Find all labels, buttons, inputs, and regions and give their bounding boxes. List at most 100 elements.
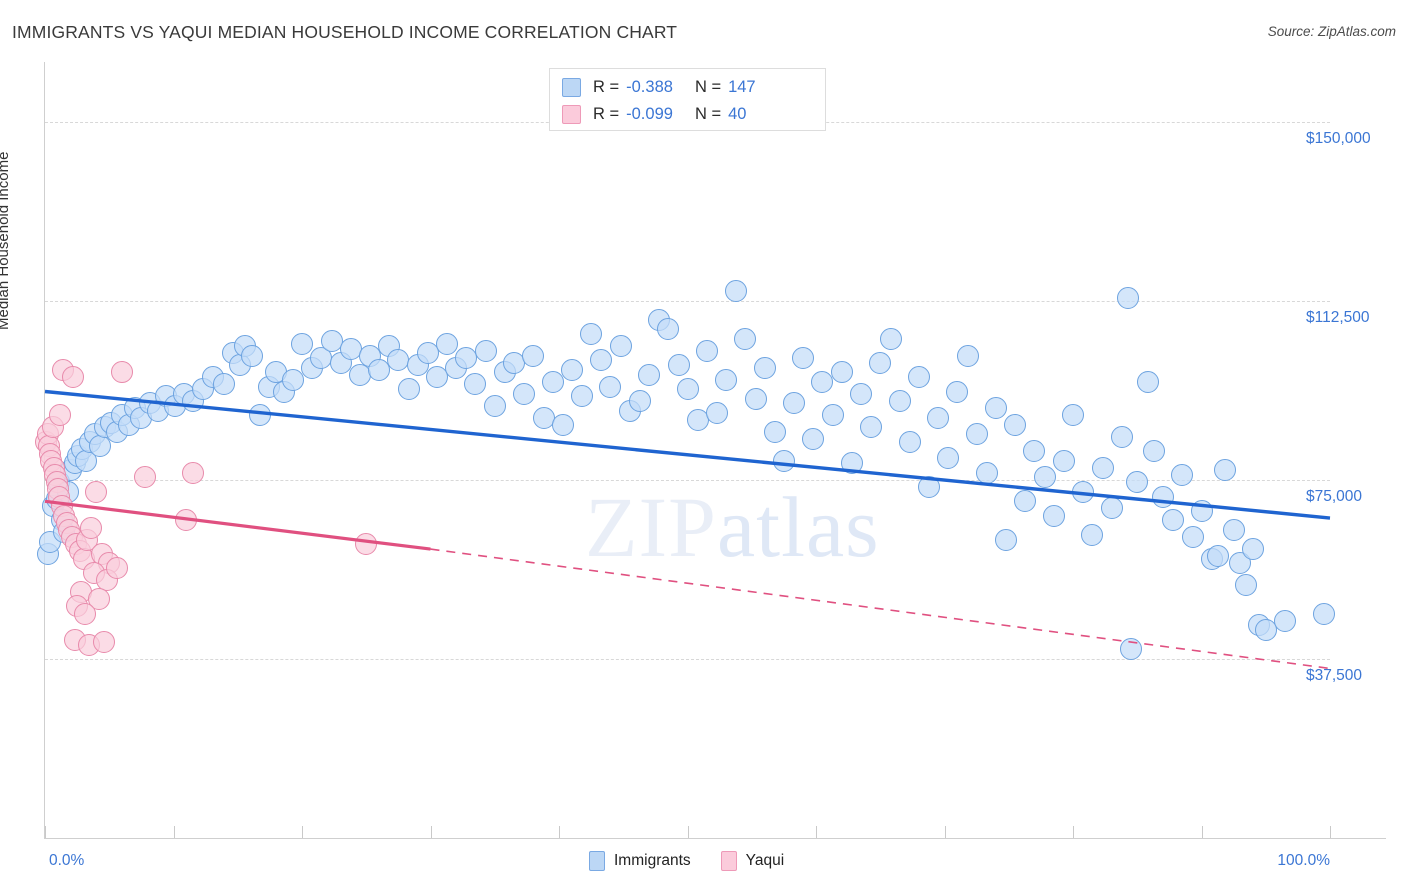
scatter-point-imm[interactable] bbox=[571, 385, 594, 408]
scatter-point-imm[interactable] bbox=[840, 452, 863, 475]
scatter-point-imm[interactable] bbox=[212, 373, 235, 396]
scatter-point-imm[interactable] bbox=[291, 332, 313, 355]
scatter-point-imm[interactable] bbox=[1023, 440, 1046, 463]
scatter-point-imm[interactable] bbox=[1207, 545, 1230, 568]
scatter-point-imm[interactable] bbox=[695, 339, 718, 362]
scatter-point-imm[interactable] bbox=[599, 375, 622, 398]
scatter-point-imm[interactable] bbox=[1162, 509, 1185, 532]
scatter-point-imm[interactable] bbox=[522, 344, 545, 367]
scatter-point-imm[interactable] bbox=[580, 323, 603, 346]
scatter-point-imm[interactable] bbox=[1110, 425, 1133, 448]
scatter-point-imm[interactable] bbox=[436, 332, 459, 355]
scatter-point-imm[interactable] bbox=[667, 354, 690, 377]
scatter-point-imm[interactable] bbox=[869, 351, 892, 374]
scatter-point-imm[interactable] bbox=[483, 394, 506, 417]
scatter-point-imm[interactable] bbox=[541, 370, 564, 393]
scatter-point-imm[interactable] bbox=[1222, 518, 1245, 541]
scatter-point-imm[interactable] bbox=[551, 413, 574, 436]
scatter-point-yaq[interactable] bbox=[85, 480, 108, 503]
scatter-point-imm[interactable] bbox=[734, 327, 757, 350]
scatter-point-imm[interactable] bbox=[965, 423, 988, 446]
scatter-point-imm[interactable] bbox=[753, 356, 776, 379]
scatter-point-imm[interactable] bbox=[397, 378, 420, 401]
scatter-point-imm[interactable] bbox=[1171, 464, 1194, 487]
scatter-point-imm[interactable] bbox=[1126, 471, 1149, 494]
scatter-point-imm[interactable] bbox=[387, 349, 410, 372]
scatter-point-imm[interactable] bbox=[609, 335, 632, 358]
scatter-point-imm[interactable] bbox=[513, 382, 536, 405]
scatter-point-imm[interactable] bbox=[849, 382, 872, 405]
scatter-point-imm[interactable] bbox=[898, 430, 921, 453]
scatter-point-imm[interactable] bbox=[918, 476, 941, 498]
scatter-point-yaq[interactable] bbox=[355, 533, 378, 556]
scatter-point-imm[interactable] bbox=[946, 380, 969, 403]
scatter-point-imm[interactable] bbox=[783, 392, 806, 415]
scatter-point-imm[interactable] bbox=[1235, 573, 1258, 596]
scatter-point-imm[interactable] bbox=[1053, 449, 1075, 472]
scatter-point-imm[interactable] bbox=[560, 359, 583, 381]
legend-item-yaqui[interactable]: Yaqui bbox=[720, 851, 784, 871]
scatter-point-yaq[interactable] bbox=[175, 509, 198, 532]
scatter-point-imm[interactable] bbox=[927, 406, 950, 429]
scatter-point-imm[interactable] bbox=[860, 416, 883, 439]
scatter-point-yaq[interactable] bbox=[111, 361, 134, 384]
scatter-point-imm[interactable] bbox=[425, 366, 448, 389]
scatter-point-imm[interactable] bbox=[1117, 287, 1140, 310]
scatter-point-yaq[interactable] bbox=[105, 557, 128, 580]
scatter-point-imm[interactable] bbox=[1151, 485, 1174, 508]
scatter-point-imm[interactable] bbox=[1062, 404, 1084, 427]
scatter-point-imm[interactable] bbox=[995, 528, 1018, 551]
scatter-point-imm[interactable] bbox=[1119, 638, 1142, 661]
scatter-point-imm[interactable] bbox=[830, 361, 853, 384]
scatter-point-imm[interactable] bbox=[1142, 440, 1165, 463]
scatter-point-imm[interactable] bbox=[1136, 370, 1159, 393]
scatter-point-imm[interactable] bbox=[416, 342, 439, 365]
scatter-point-imm[interactable] bbox=[637, 363, 660, 386]
scatter-point-imm[interactable] bbox=[282, 368, 304, 391]
scatter-point-imm[interactable] bbox=[715, 368, 738, 391]
scatter-point-imm[interactable] bbox=[725, 280, 748, 303]
scatter-point-yaq[interactable] bbox=[80, 516, 103, 539]
scatter-point-imm[interactable] bbox=[956, 344, 979, 367]
scatter-point-imm[interactable] bbox=[1190, 499, 1213, 522]
scatter-point-yaq[interactable] bbox=[93, 631, 116, 654]
scatter-point-imm[interactable] bbox=[802, 428, 825, 451]
scatter-point-imm[interactable] bbox=[821, 404, 844, 427]
scatter-point-imm[interactable] bbox=[590, 349, 613, 372]
scatter-point-imm[interactable] bbox=[1100, 497, 1123, 520]
scatter-point-imm[interactable] bbox=[1181, 526, 1204, 549]
scatter-point-imm[interactable] bbox=[984, 397, 1007, 420]
scatter-point-yaq[interactable] bbox=[49, 404, 72, 427]
scatter-point-imm[interactable] bbox=[1312, 602, 1335, 625]
scatter-point-imm[interactable] bbox=[1274, 609, 1297, 632]
scatter-point-yaq[interactable] bbox=[87, 588, 110, 611]
scatter-point-imm[interactable] bbox=[1091, 456, 1114, 479]
scatter-point-imm[interactable] bbox=[975, 461, 998, 484]
scatter-point-imm[interactable] bbox=[240, 344, 263, 367]
scatter-point-imm[interactable] bbox=[772, 449, 795, 472]
scatter-point-imm[interactable] bbox=[368, 359, 391, 381]
scatter-point-imm[interactable] bbox=[628, 390, 651, 413]
scatter-point-imm[interactable] bbox=[763, 421, 786, 444]
scatter-point-imm[interactable] bbox=[811, 370, 834, 393]
scatter-point-imm[interactable] bbox=[474, 339, 497, 362]
scatter-point-yaq[interactable] bbox=[181, 461, 204, 484]
scatter-point-imm[interactable] bbox=[1241, 538, 1264, 561]
scatter-point-imm[interactable] bbox=[1072, 480, 1095, 503]
scatter-point-imm[interactable] bbox=[1004, 413, 1027, 436]
scatter-point-yaq[interactable] bbox=[134, 466, 157, 489]
scatter-point-imm[interactable] bbox=[676, 378, 699, 401]
scatter-point-imm[interactable] bbox=[937, 447, 960, 470]
scatter-point-imm[interactable] bbox=[879, 327, 902, 350]
scatter-point-imm[interactable] bbox=[888, 390, 911, 413]
scatter-point-imm[interactable] bbox=[1042, 504, 1065, 527]
scatter-point-imm[interactable] bbox=[792, 347, 815, 370]
scatter-point-imm[interactable] bbox=[1014, 490, 1037, 513]
scatter-point-yaq[interactable] bbox=[73, 602, 96, 625]
scatter-point-imm[interactable] bbox=[1081, 523, 1104, 546]
scatter-point-imm[interactable] bbox=[1213, 459, 1236, 482]
scatter-point-imm[interactable] bbox=[907, 366, 930, 389]
scatter-point-imm[interactable] bbox=[744, 387, 767, 410]
scatter-point-imm[interactable] bbox=[464, 373, 487, 396]
legend-item-immigrants[interactable]: Immigrants bbox=[589, 851, 691, 871]
